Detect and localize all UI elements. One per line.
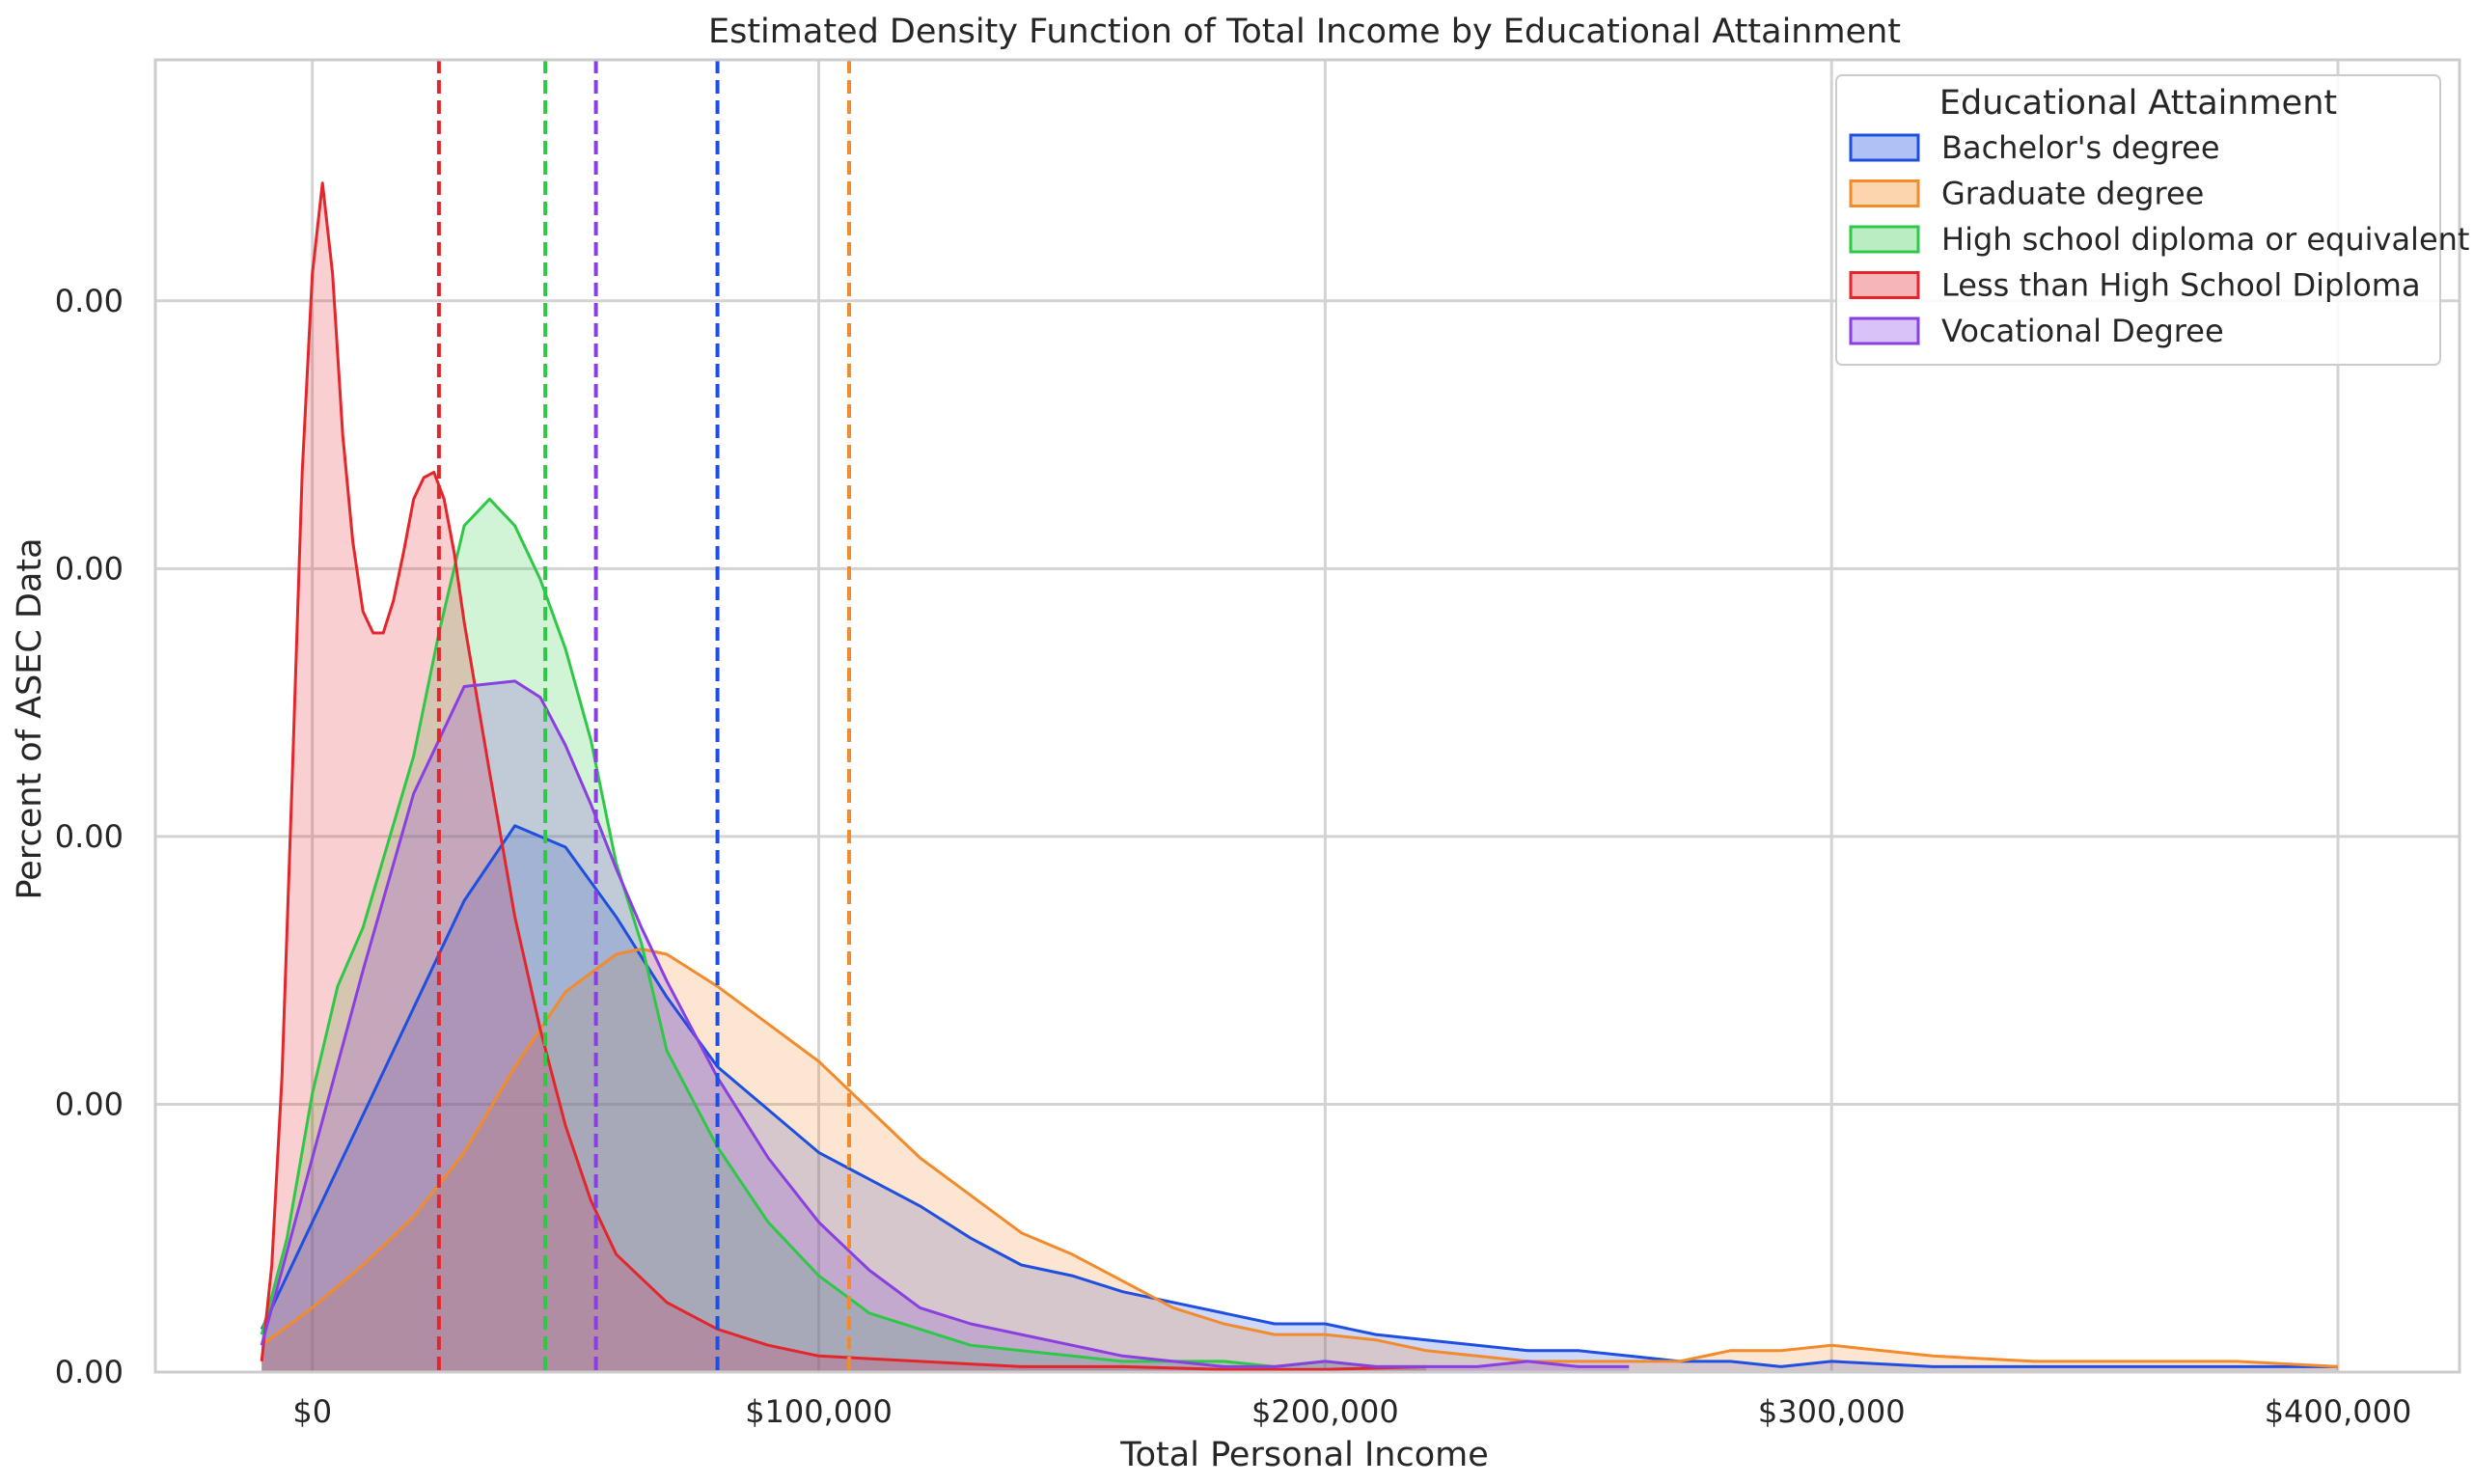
x-tick-labels: $0 $100,000 $200,000 $300,000 $400,000 xyxy=(292,1393,2411,1430)
y-tick-labels: 0.00 0.00 0.00 0.00 0.00 xyxy=(55,283,124,1390)
density-lines xyxy=(260,181,2339,1371)
density-area-high-school-diploma-or-equivalent xyxy=(261,499,1427,1372)
density-line-vocational-degree xyxy=(260,679,1630,1368)
legend-label: Less than High School Diploma xyxy=(1941,267,2421,304)
x-tick-label: $200,000 xyxy=(1251,1393,1399,1430)
y-tick-label: 0.00 xyxy=(55,550,124,587)
density-line-less-than-high-school-diploma xyxy=(260,181,1427,1371)
legend-items: Bachelor's degree Graduate degree High sch… xyxy=(1849,129,2469,349)
legend-box xyxy=(1835,74,2441,366)
density-line-graduate-degree xyxy=(261,948,2339,1368)
legend-title: Educational Attainment xyxy=(1939,84,2337,123)
legend-label: Vocational Degree xyxy=(1941,313,2224,349)
x-tick-label: $0 xyxy=(292,1393,332,1430)
legend-swatch-graduate-degree xyxy=(1849,179,1920,207)
y-tick-label: 0.00 xyxy=(55,1086,124,1122)
y-tick-label: 0.00 xyxy=(55,1354,124,1390)
legend-swatch-bachelor-s-degree xyxy=(1849,133,1920,162)
density-line-bachelor-s-degree xyxy=(260,824,2338,1368)
legend-swatch-less-than-high-school-diploma xyxy=(1849,271,1920,299)
chart-title: Estimated Density Function of Total Inco… xyxy=(708,13,1901,51)
y-axis-title: Percent of ASEC Data xyxy=(11,537,49,899)
legend: Educational Attainment Bachelor's degree… xyxy=(1835,74,2469,366)
density-area-graduate-degree xyxy=(261,948,2339,1372)
plot-frame xyxy=(153,58,2461,1374)
x-tick-label: $400,000 xyxy=(2265,1393,2412,1430)
x-axis-title: Total Personal Income xyxy=(1119,1436,1489,1474)
density-area-less-than-high-school-diploma xyxy=(261,182,1427,1373)
median-lines xyxy=(436,60,852,1372)
legend-swatch-vocational-degree xyxy=(1849,316,1920,345)
legend-label: Graduate degree xyxy=(1941,176,2204,212)
y-tick-label: 0.00 xyxy=(55,818,124,855)
legend-swatch-high-school-diploma-or-equivalent xyxy=(1849,225,1920,254)
x-tick-label: $300,000 xyxy=(1758,1393,1906,1430)
legend-label: Bachelor's degree xyxy=(1941,129,2220,166)
density-area-vocational-degree xyxy=(261,680,1630,1372)
legend-label: High school diploma or equivalent xyxy=(1941,221,2469,258)
y-tick-label: 0.00 xyxy=(55,283,124,319)
x-tick-label: $100,000 xyxy=(745,1393,893,1430)
